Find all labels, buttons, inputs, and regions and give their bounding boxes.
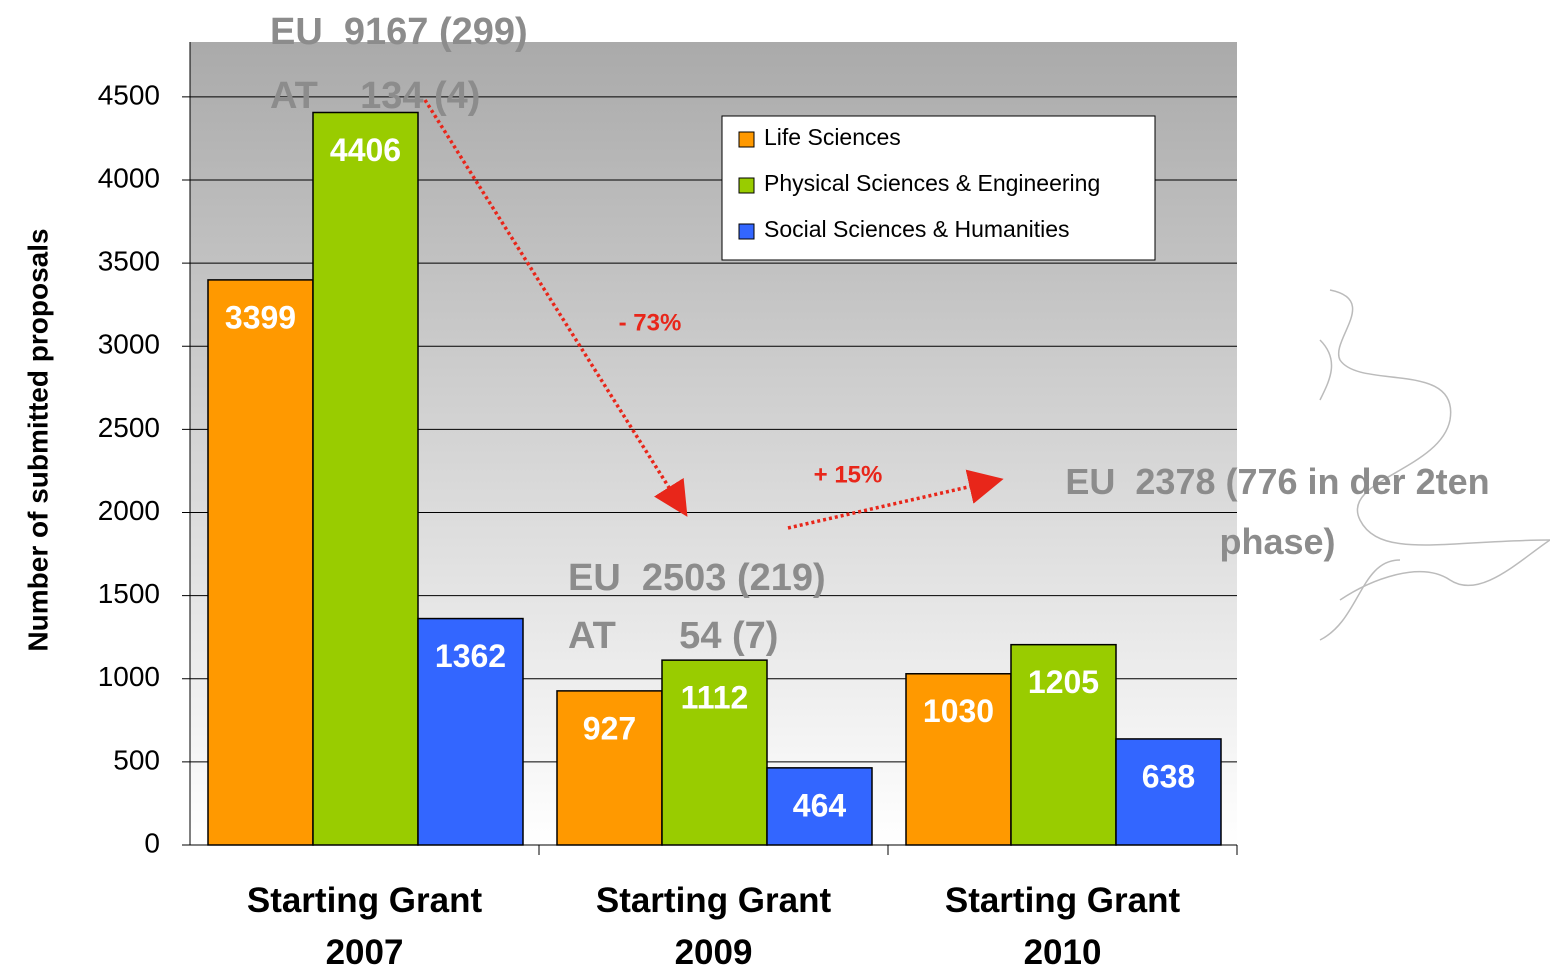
x-tick-label: Starting Grant 2010 (923, 875, 1203, 979)
y-tick-label: 2000 (98, 495, 160, 526)
data-label: 1112 (681, 680, 749, 716)
legend-label: Physical Sciences & Engineering (764, 170, 1100, 196)
data-label: 464 (793, 787, 847, 823)
legend-label: Life Sciences (764, 124, 901, 150)
bar (208, 280, 313, 845)
y-tick-label: 1000 (98, 661, 160, 692)
y-tick-label: 4000 (98, 162, 160, 193)
annotation: EU 2503 (219) (568, 556, 826, 600)
data-label: 3399 (225, 299, 296, 335)
annotation: AT 54 (7) (568, 614, 778, 658)
data-label: 638 (1142, 758, 1195, 794)
x-tick-label: Starting Grant 2007 (225, 875, 505, 979)
y-tick-label: 3000 (98, 329, 160, 360)
legend-swatch (739, 178, 754, 193)
annotation: EU 9167 (299) (270, 10, 528, 54)
annotation: - 73% (619, 309, 682, 336)
y-tick-label: 2500 (98, 412, 160, 443)
annotation: + 15% (814, 461, 883, 488)
y-axis-label: Number of submitted proposals (22, 228, 53, 651)
y-tick-label: 3500 (98, 246, 160, 277)
data-label: 1362 (435, 638, 506, 674)
legend-label: Social Sciences & Humanities (764, 216, 1070, 242)
y-tick-label: 500 (113, 744, 160, 775)
annotation: AT 134 (4) (270, 74, 480, 118)
y-tick-label: 1500 (98, 578, 160, 609)
y-tick-label: 4500 (98, 79, 160, 110)
bar (313, 112, 418, 845)
legend-swatch (739, 224, 754, 239)
legend-swatch (739, 132, 754, 147)
y-tick-label: 0 (144, 827, 160, 858)
annotation: EU 2378 (776 in der 2ten phase) (1005, 452, 1550, 572)
x-tick-label: Starting Grant 2009 (574, 875, 854, 979)
page: Number of submitted proposals 0 500 1000 15… (0, 0, 1550, 970)
data-label: 4406 (330, 132, 401, 168)
data-label: 927 (583, 710, 636, 746)
data-label: 1205 (1028, 664, 1099, 700)
data-label: 1030 (923, 693, 994, 729)
